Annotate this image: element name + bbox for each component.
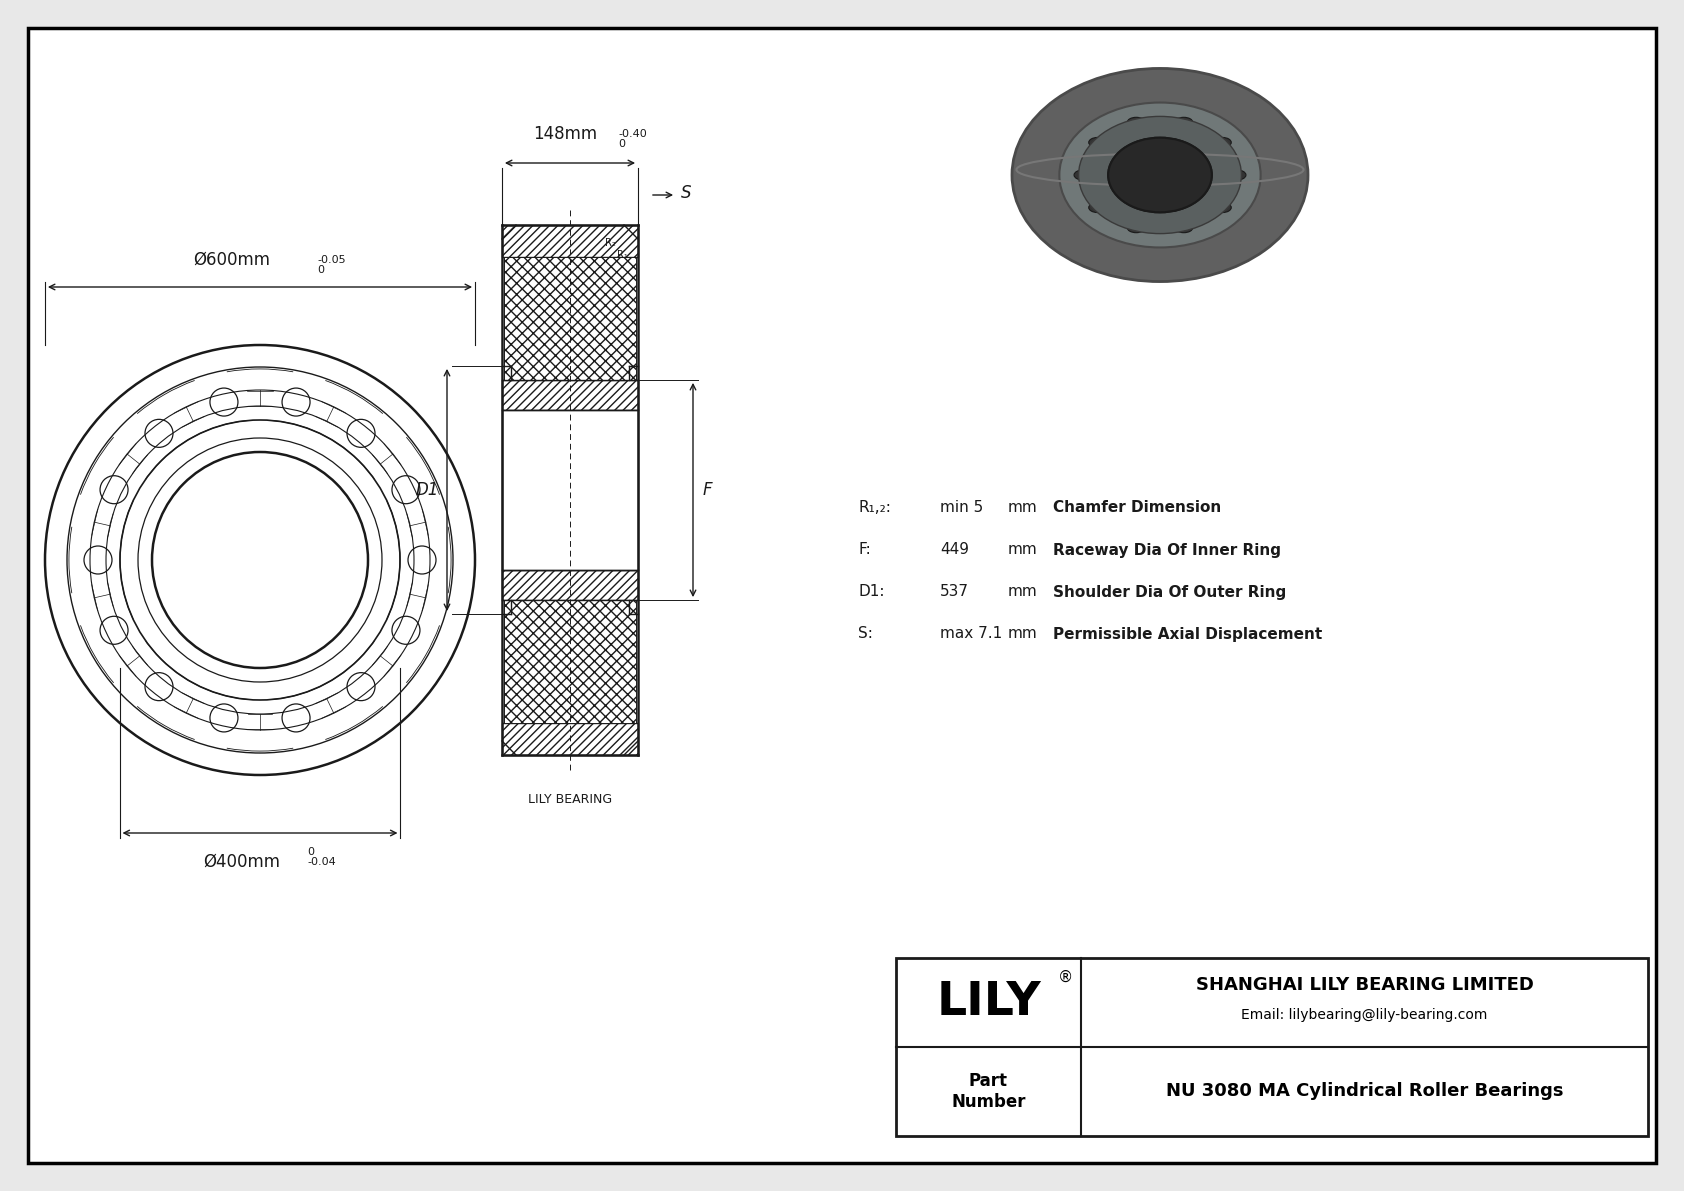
Text: D1:: D1: [859,585,884,599]
Text: -0.05: -0.05 [317,255,345,266]
Bar [502,723,638,755]
Text: S:: S: [859,626,872,642]
Bar [502,410,638,570]
Text: D1: D1 [416,481,440,499]
Ellipse shape [1074,170,1091,180]
Text: 0: 0 [317,266,323,275]
Bar [504,600,637,723]
Text: 0: 0 [618,139,625,149]
Text: R₂: R₂ [605,238,616,248]
Ellipse shape [1059,102,1261,248]
Ellipse shape [1175,223,1192,232]
Text: mm: mm [1009,585,1037,599]
Text: -0.40: -0.40 [618,129,647,139]
Text: min 5: min 5 [940,500,983,516]
Text: Ø600mm: Ø600mm [194,251,271,269]
Bar [502,225,638,257]
Text: 537: 537 [940,585,968,599]
Bar [502,570,638,600]
Ellipse shape [1175,117,1192,127]
Ellipse shape [1108,138,1212,212]
Text: Raceway Dia Of Inner Ring: Raceway Dia Of Inner Ring [1052,542,1282,557]
Text: max 7.1: max 7.1 [940,626,1002,642]
Text: Chamfer Dimension: Chamfer Dimension [1052,500,1221,516]
Ellipse shape [1012,68,1308,281]
Bar [896,958,1649,1136]
Ellipse shape [1228,170,1246,180]
Text: LILY BEARING: LILY BEARING [529,793,611,806]
Text: Shoulder Dia Of Outer Ring: Shoulder Dia Of Outer Ring [1052,585,1287,599]
Text: NU 3080 MA Cylindrical Roller Bearings: NU 3080 MA Cylindrical Roller Bearings [1165,1083,1563,1100]
Ellipse shape [1212,137,1231,148]
Ellipse shape [1090,202,1106,212]
Text: 148mm: 148mm [532,125,598,143]
Text: -0.04: -0.04 [306,858,335,867]
Ellipse shape [1090,137,1106,148]
Text: F: F [702,481,712,499]
Text: S: S [680,183,692,202]
Text: Part
Number: Part Number [951,1072,1026,1111]
Ellipse shape [1127,223,1145,232]
Text: 0: 0 [306,847,313,858]
Text: R₁: R₁ [618,250,628,260]
Text: Ø400mm: Ø400mm [204,853,281,871]
Text: F:: F: [859,542,871,557]
Ellipse shape [1078,117,1241,233]
Bar [502,723,638,755]
Bar [502,380,638,410]
Text: 449: 449 [940,542,968,557]
Text: SHANGHAI LILY BEARING LIMITED: SHANGHAI LILY BEARING LIMITED [1196,975,1534,994]
Bar [502,225,638,257]
Text: LILY: LILY [936,980,1041,1025]
Text: mm: mm [1009,542,1037,557]
Ellipse shape [1108,138,1212,212]
Bar [502,380,638,410]
Ellipse shape [1127,117,1145,127]
Bar [504,600,637,723]
Text: Permissible Axial Displacement: Permissible Axial Displacement [1052,626,1322,642]
Text: Email: lilybearing@lily-bearing.com: Email: lilybearing@lily-bearing.com [1241,1008,1487,1022]
Bar [504,257,637,380]
Ellipse shape [1212,202,1231,212]
Bar [502,570,638,600]
Text: ®: ® [1058,969,1073,985]
Text: mm: mm [1009,626,1037,642]
Text: mm: mm [1009,500,1037,516]
Text: R₁,₂:: R₁,₂: [859,500,891,516]
Bar [504,257,637,380]
